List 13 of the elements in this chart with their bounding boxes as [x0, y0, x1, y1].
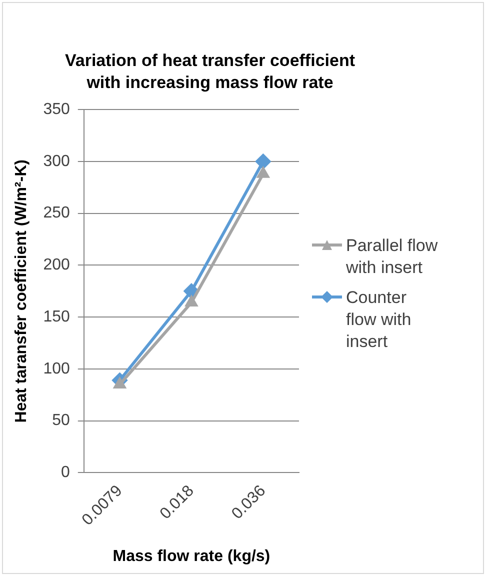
y-tick-label: 150	[43, 308, 70, 326]
x-axis-title: Mass flow rate (kg/s)	[112, 548, 270, 565]
y-tick-label: 100	[43, 360, 70, 378]
y-tick-label: 350	[43, 101, 70, 118]
chart-title: Variation of heat transfer coefficient with increasing mass flow rate	[64, 50, 356, 94]
y-axis-title: Heat taransfer coefficient (W/m²-K)	[13, 160, 30, 423]
y-tick-label: 300	[43, 152, 70, 170]
legend-label: Counter flow with insert	[346, 287, 412, 353]
y-tick-label: 0	[60, 464, 70, 482]
y-tick-label: 200	[43, 256, 70, 274]
y-tick-label: 250	[43, 204, 70, 222]
legend-label: Parallel flow with insert	[346, 235, 439, 279]
y-tick-label: 50	[52, 412, 70, 430]
